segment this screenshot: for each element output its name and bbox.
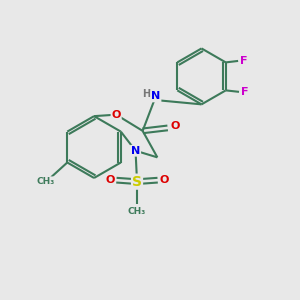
Text: CH₃: CH₃ bbox=[128, 207, 146, 216]
Text: F: F bbox=[240, 56, 248, 66]
Text: O: O bbox=[159, 175, 169, 185]
Text: S: S bbox=[132, 175, 142, 189]
Text: F: F bbox=[241, 87, 249, 97]
Text: CH₃: CH₃ bbox=[37, 177, 55, 186]
Text: H: H bbox=[142, 89, 150, 99]
Text: O: O bbox=[112, 110, 121, 120]
Text: O: O bbox=[170, 121, 180, 130]
Text: O: O bbox=[105, 175, 115, 185]
Text: N: N bbox=[131, 146, 140, 156]
Text: N: N bbox=[151, 92, 160, 101]
